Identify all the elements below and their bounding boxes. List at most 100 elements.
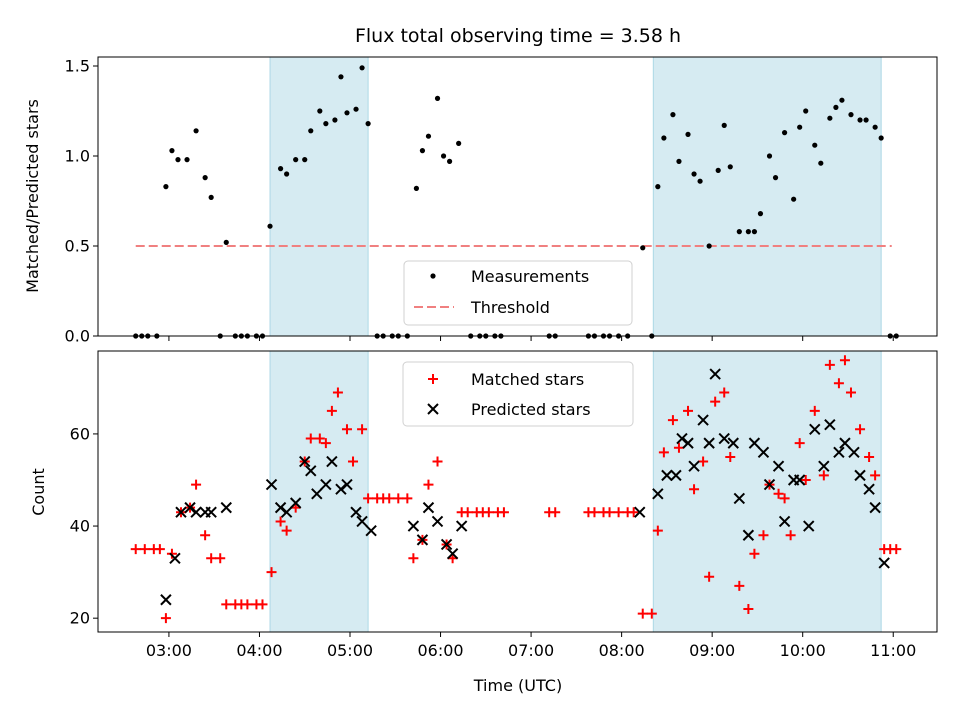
- legend-box: [402, 361, 634, 427]
- measurement-point: [332, 117, 338, 123]
- predicted-star-point: [446, 547, 459, 560]
- axes-frame: [97, 350, 938, 633]
- matched-star-point: [357, 424, 368, 435]
- measurement-point: [308, 128, 314, 134]
- legend-box: [403, 260, 633, 326]
- predicted-star-point: [407, 520, 420, 532]
- legend-bottom: Matched stars Predicted stars: [402, 361, 634, 427]
- predicted-star-point: [431, 515, 444, 528]
- matched-star-point: [498, 507, 509, 518]
- matched-star-point: [332, 387, 343, 398]
- measurement-point: [772, 175, 779, 181]
- predicted-star-point: [742, 529, 755, 541]
- matched-star-point: [604, 507, 615, 518]
- matched-star-point: [749, 548, 760, 559]
- predicted-star-point: [757, 446, 770, 459]
- matched-star-point: [870, 470, 881, 481]
- predicted-star-point: [160, 594, 172, 606]
- matched-star-point: [743, 603, 754, 614]
- matched-star-point: [824, 359, 835, 370]
- predicted-star-point: [727, 437, 739, 449]
- y-tick-label: 1.5: [65, 57, 90, 76]
- matched-star-point: [704, 571, 715, 582]
- predicted-star-point: [274, 501, 287, 514]
- predicted-star-point: [184, 501, 196, 514]
- matched-star-point: [809, 405, 820, 416]
- predicted-star-point: [718, 432, 730, 445]
- predicted-star-point: [299, 455, 311, 468]
- measurement-point: [697, 178, 703, 184]
- x-tick-label: 07:00: [508, 641, 554, 660]
- legend-label-predicted: Predicted stars: [471, 400, 591, 419]
- matched-star-point: [215, 553, 226, 564]
- predicted-star-point: [676, 432, 688, 445]
- predicted-star-point: [661, 469, 673, 482]
- predicted-star-point: [326, 455, 338, 468]
- matched-star-point: [646, 608, 657, 619]
- measurement-point: [169, 148, 175, 154]
- matched-star-point: [326, 405, 337, 416]
- matched-star-point: [550, 507, 561, 518]
- measurement-point: [745, 229, 751, 235]
- measurement-point: [184, 157, 190, 163]
- measurement-point: [818, 160, 824, 166]
- matched-star-point: [408, 553, 419, 564]
- predicted-star-point: [440, 538, 453, 551]
- legend-label-threshold: Threshold: [470, 298, 550, 317]
- matched-star-point: [166, 548, 177, 559]
- measurement-point: [208, 194, 214, 200]
- measurement-point: [833, 104, 839, 110]
- matched-star-point: [462, 507, 473, 518]
- matched-star-point: [891, 544, 902, 555]
- matched-star-point: [637, 608, 648, 619]
- matched-star-point: [658, 447, 669, 458]
- matched-star-point: [698, 456, 709, 467]
- measurement-point: [670, 112, 676, 118]
- predicted-star-point: [455, 520, 468, 532]
- measurement-point: [803, 108, 809, 114]
- matched-star-point: [613, 507, 624, 518]
- predicted-star-point: [863, 483, 875, 495]
- measurement-point: [878, 135, 884, 141]
- predicted-star-point: [848, 446, 860, 459]
- predicted-star-point: [205, 506, 217, 518]
- legend-marker-matched: [428, 374, 438, 384]
- measurement-point: [267, 223, 273, 229]
- measurement-point: [736, 229, 742, 235]
- matched-star-point: [779, 493, 790, 504]
- measurement-point: [456, 140, 462, 146]
- predicted-star-point: [688, 460, 700, 472]
- measurement-point: [425, 133, 432, 139]
- matched-star-point: [683, 405, 694, 416]
- matched-star-point: [719, 387, 730, 398]
- x-tick-label: 03:00: [146, 641, 192, 660]
- measurement-point: [812, 142, 818, 148]
- x-tick-label: 04:00: [236, 641, 282, 660]
- measurement-point: [223, 239, 229, 245]
- matched-star-point: [257, 599, 268, 610]
- matched-star-point: [758, 530, 769, 541]
- matched-star-point: [242, 599, 253, 610]
- measurement-point: [751, 229, 758, 235]
- predicted-star-point: [839, 437, 851, 449]
- measurement-point: [757, 211, 764, 217]
- legend-top: Measurements Threshold: [403, 260, 633, 326]
- predicted-star-point: [320, 478, 332, 491]
- x-tick-label: 11:00: [870, 641, 916, 660]
- axes-frame: [97, 56, 938, 337]
- measurement-point: [293, 157, 299, 163]
- x-tick-label: 08:00: [599, 641, 645, 660]
- matched-star-point: [200, 530, 211, 541]
- matched-star-point: [191, 479, 202, 490]
- predicted-star-point: [190, 506, 202, 518]
- measurement-point: [655, 184, 661, 190]
- predicted-star-point: [682, 437, 694, 449]
- measurement-point: [863, 117, 869, 123]
- y-tick-label: 20: [70, 609, 90, 628]
- predicted-star-point: [763, 478, 776, 491]
- predicted-star-point: [793, 474, 806, 486]
- measurement-point: [715, 167, 721, 173]
- y-tick-label: 0.0: [65, 327, 90, 346]
- x-tick-label: 10:00: [780, 641, 826, 660]
